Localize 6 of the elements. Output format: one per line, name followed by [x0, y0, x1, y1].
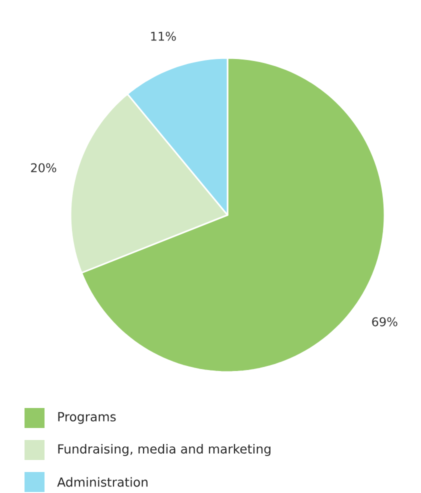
legend-label: Programs: [58, 412, 116, 424]
data-label: 20%: [31, 163, 56, 172]
legend-label: Administration: [57, 477, 148, 487]
legend-label: Fundraising, media and marketing: [58, 444, 271, 456]
data-label: 11%: [151, 32, 176, 41]
data-label: 69%: [372, 317, 398, 326]
